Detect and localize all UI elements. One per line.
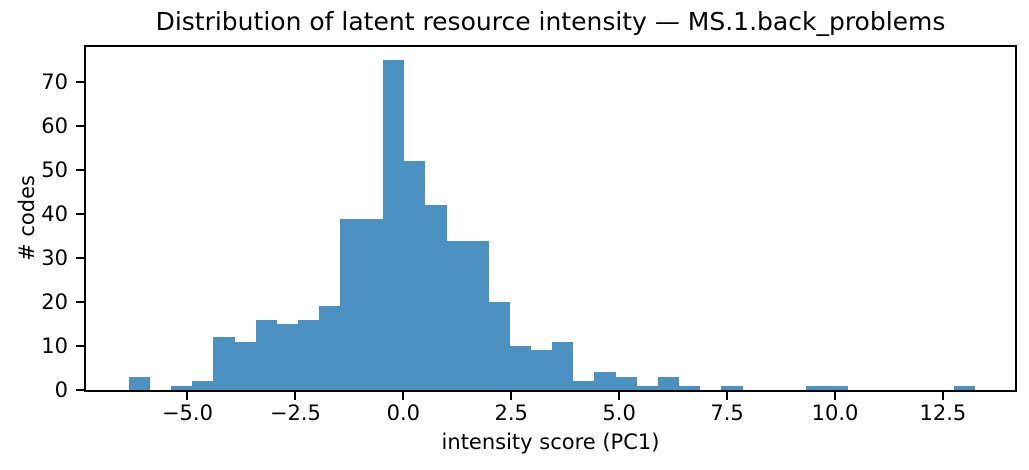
histogram-bar <box>572 381 595 390</box>
histogram-bar <box>488 302 510 390</box>
x-tick-label: 12.5 <box>919 401 967 425</box>
histogram-bar <box>192 381 214 390</box>
y-tick-mark <box>76 169 84 172</box>
x-tick-mark <box>402 392 405 400</box>
y-tick-label: 60 <box>41 114 68 139</box>
histogram-bar <box>340 218 362 390</box>
histogram-bar <box>297 319 320 390</box>
x-axis-ticks <box>86 392 1015 400</box>
y-tick-label: 10 <box>41 334 68 359</box>
x-tick-label: 0.0 <box>386 401 420 425</box>
histogram-bar <box>530 350 553 390</box>
y-axis-label: # codes <box>15 175 39 261</box>
y-tick-mark <box>76 213 84 216</box>
x-axis-tick-labels: −5.0 −2.5 0.0 2.5 5.0 7.5 10.0 12.5 <box>86 401 1015 427</box>
y-tick-mark <box>76 125 84 128</box>
x-tick-mark <box>833 392 836 400</box>
y-axis-ticks <box>76 47 84 391</box>
bars-layer <box>86 47 1015 390</box>
histogram-bar <box>805 385 828 390</box>
x-tick-mark <box>294 392 297 400</box>
x-tick-label: 7.5 <box>710 401 744 425</box>
x-tick-mark <box>618 392 621 400</box>
histogram-bar <box>467 240 489 390</box>
y-tick-mark <box>76 345 84 348</box>
y-tick-label: 0 <box>54 378 68 402</box>
histogram-bar <box>403 161 426 390</box>
x-tick-mark <box>726 392 729 400</box>
histogram-bar <box>636 385 659 390</box>
histogram-bar <box>446 240 468 390</box>
chart-title: Distribution of latent resource intensit… <box>155 7 946 36</box>
histogram-bar <box>953 385 976 390</box>
y-tick-mark <box>76 257 84 260</box>
histogram-bar <box>171 385 193 390</box>
histogram-bar <box>615 376 637 390</box>
y-axis-tick-labels: 0 10 20 30 40 50 60 70 <box>0 47 68 402</box>
x-tick-mark <box>510 392 513 400</box>
histogram-bar <box>213 337 235 390</box>
x-tick-mark <box>186 392 189 400</box>
y-tick-label: 70 <box>41 70 68 95</box>
x-axis-label: intensity score (PC1) <box>441 430 660 454</box>
histogram-bar <box>382 60 405 390</box>
y-tick-mark <box>76 389 84 391</box>
x-tick-label: −2.5 <box>269 401 321 425</box>
histogram-bar <box>721 385 743 390</box>
histogram-bar <box>319 306 341 390</box>
x-tick-mark <box>941 392 944 400</box>
x-tick-label: −5.0 <box>161 401 213 425</box>
plot-area <box>84 45 1017 392</box>
histogram-bar <box>594 372 616 390</box>
histogram-bar <box>657 376 680 390</box>
y-tick-mark <box>76 81 84 84</box>
histogram-bar <box>509 346 532 390</box>
y-tick-label: 50 <box>41 158 68 183</box>
histogram-bar <box>678 385 701 390</box>
histogram-bar <box>361 218 384 390</box>
histogram-bar <box>234 341 257 390</box>
x-tick-label: 2.5 <box>494 401 528 425</box>
histogram-bar <box>276 324 299 390</box>
x-tick-label: 5.0 <box>602 401 636 425</box>
histogram-bar <box>128 376 151 390</box>
x-tick-label: 10.0 <box>811 401 859 425</box>
histogram-bar <box>826 385 849 390</box>
y-tick-label: 30 <box>41 246 68 271</box>
histogram-bar <box>424 205 447 390</box>
y-tick-label: 40 <box>41 202 68 227</box>
y-tick-label: 20 <box>41 290 68 315</box>
histogram-bar <box>551 341 574 390</box>
y-tick-mark <box>76 301 84 304</box>
histogram-bar <box>255 319 278 390</box>
